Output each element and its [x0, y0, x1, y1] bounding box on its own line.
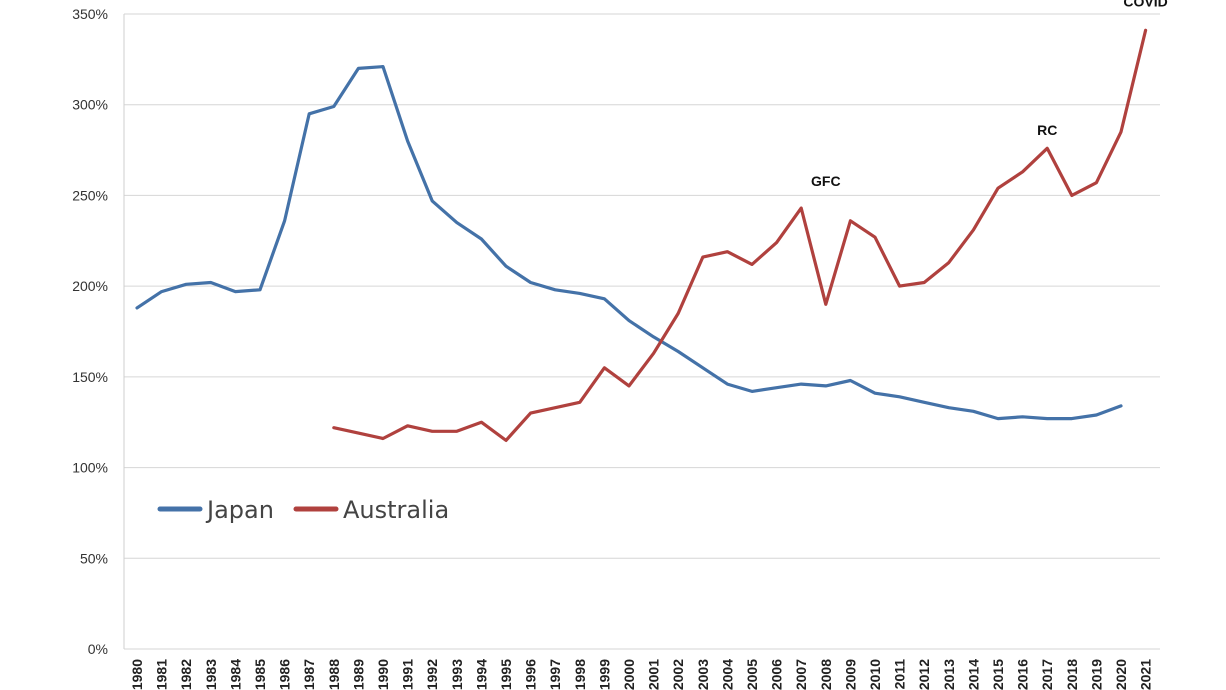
y-tick-label: 250%: [72, 187, 108, 203]
x-tick-label: 2009: [842, 659, 858, 690]
x-tick-label: 1986: [277, 659, 293, 690]
y-tick-label: 350%: [72, 6, 108, 22]
x-tick-label: 2018: [1064, 659, 1080, 690]
x-tick-label: 1990: [375, 659, 391, 690]
x-tick-label: 2017: [1039, 659, 1055, 690]
x-tick-label: 2008: [818, 659, 834, 690]
annotation-gfc: GFC: [811, 173, 841, 189]
x-tick-label: 1983: [203, 659, 219, 690]
x-tick-label: 2012: [916, 659, 932, 690]
x-tick-label: 2000: [621, 659, 637, 690]
y-tick-label: 300%: [72, 97, 108, 113]
series-lines: [135, 28, 1148, 442]
annotations: GFC RC COVID: [811, 0, 1168, 189]
x-tick-label: 1980: [129, 659, 145, 690]
y-tick-label: 200%: [72, 278, 108, 294]
x-tick-label: 1993: [449, 659, 465, 690]
x-tick-label: 2020: [1113, 659, 1129, 690]
x-tick-label: 2014: [965, 659, 981, 690]
x-tick-label: 1992: [424, 659, 440, 690]
x-tick-label: 2019: [1088, 659, 1104, 690]
x-tick-label: 1984: [227, 659, 243, 690]
x-tick-label: 2013: [941, 659, 957, 690]
y-tick-label: 100%: [72, 460, 108, 476]
legend-label-japan: Japan: [205, 496, 274, 524]
x-tick-label: 2015: [990, 659, 1006, 690]
y-tick-label: 50%: [80, 550, 108, 566]
annotation-rc: RC: [1037, 122, 1057, 138]
x-tick-label: 2002: [670, 659, 686, 690]
x-tick-label: 1987: [301, 659, 317, 690]
grid-lines: [124, 13, 1160, 650]
x-tick-label: 1982: [178, 659, 194, 690]
x-tick-label: 1985: [252, 659, 268, 690]
x-tick-label: 2003: [695, 659, 711, 690]
legend-label-australia: Australia: [343, 496, 449, 524]
x-tick-label: 1994: [473, 659, 489, 690]
x-tick-label: 1981: [154, 659, 170, 690]
x-tick-label: 1996: [523, 659, 539, 690]
x-tick-label: 2001: [646, 659, 662, 690]
x-tick-label: 2010: [867, 659, 883, 690]
x-tick-label: 1999: [596, 659, 612, 690]
series-line-australia: [332, 28, 1148, 442]
x-tick-label: 1989: [350, 659, 366, 690]
legend: Japan Australia: [157, 496, 449, 524]
x-tick-label: 2005: [744, 659, 760, 690]
x-tick-label: 2007: [793, 659, 809, 690]
y-axis: 0% 50% 100% 150% 200% 250% 300% 350%: [72, 6, 125, 657]
x-tick-label: 2016: [1015, 659, 1031, 690]
x-tick-label: 1991: [400, 659, 416, 690]
y-tick-label: 0%: [88, 641, 108, 657]
x-tick-label: 1995: [498, 659, 514, 690]
x-axis: 1980 1981 1982 1983 1984 1985 1986 1987 1988 1989…: [129, 659, 1154, 690]
x-tick-label: 2011: [892, 659, 908, 690]
x-tick-label: 2021: [1138, 659, 1154, 690]
series-line-japan: [135, 65, 1123, 421]
x-tick-label: 2004: [719, 659, 735, 690]
x-tick-label: 1997: [547, 659, 563, 690]
x-tick-label: 1988: [326, 659, 342, 690]
x-tick-label: 2006: [769, 659, 785, 690]
x-tick-label: 1998: [572, 659, 588, 690]
annotation-covid: COVID: [1123, 0, 1167, 9]
y-tick-label: 150%: [72, 369, 108, 385]
